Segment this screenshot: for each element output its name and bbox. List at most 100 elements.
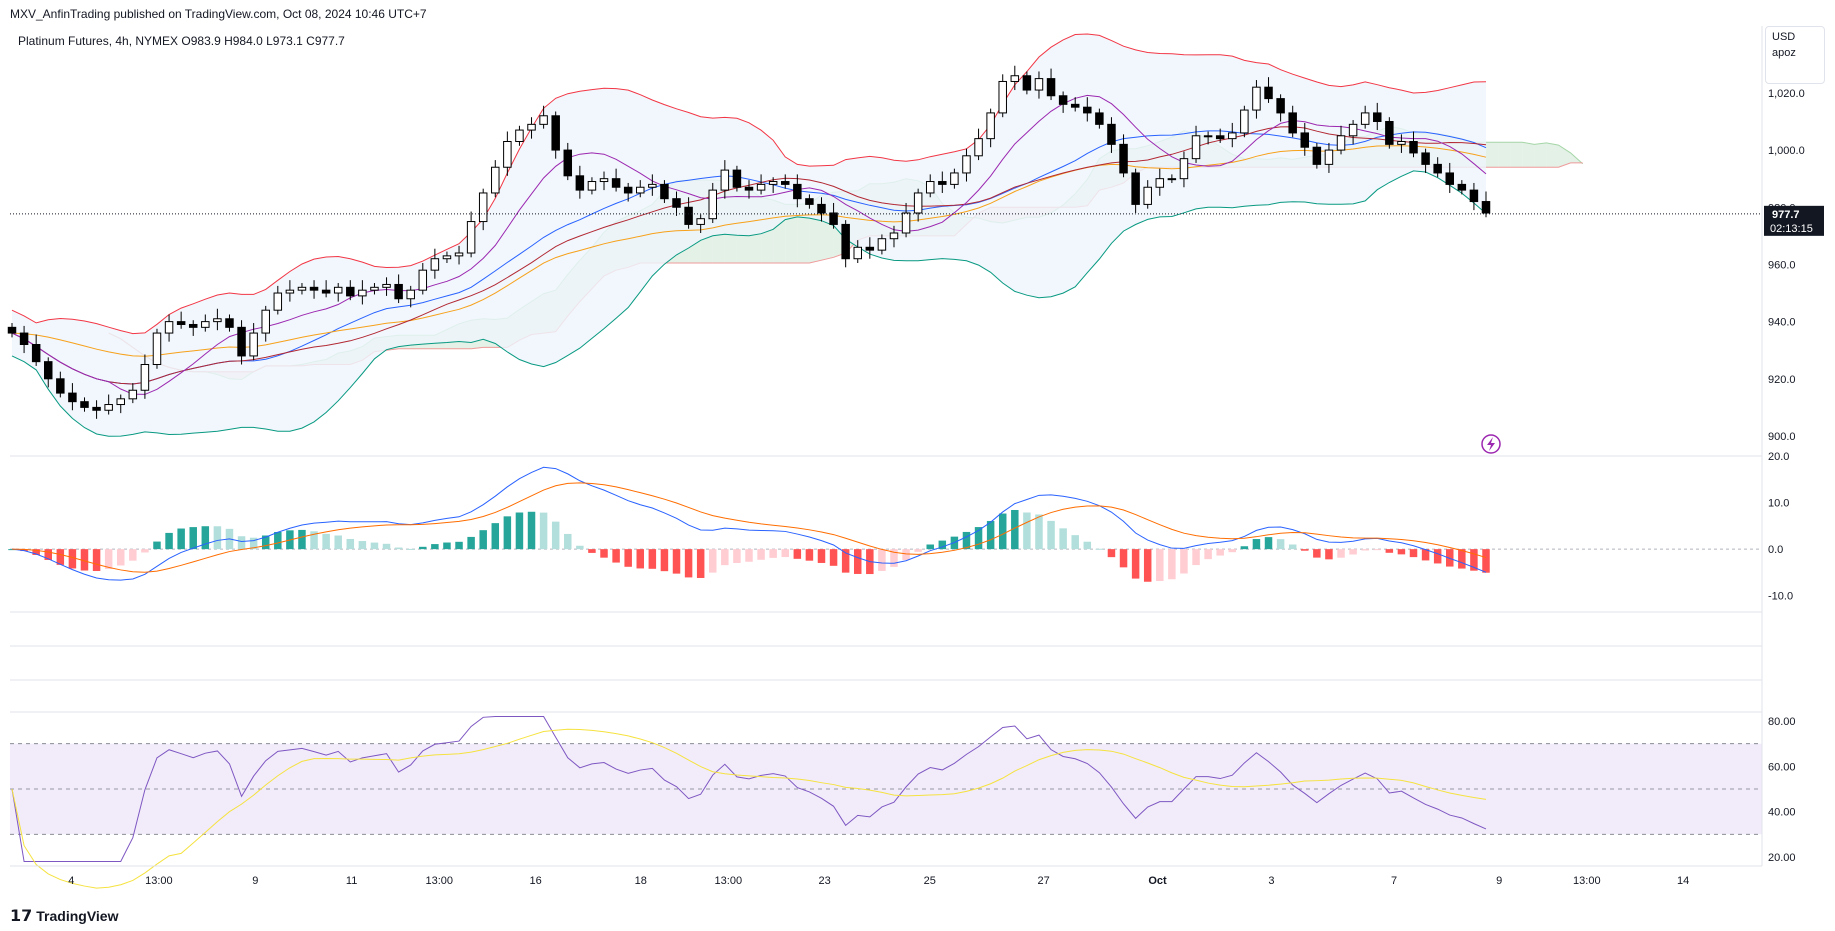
macd-histogram-bar: [1433, 549, 1442, 564]
macd-histogram-bar: [1373, 549, 1382, 551]
candle-body: [128, 389, 138, 400]
macd-histogram-bar: [1143, 549, 1152, 582]
rsi-tick-label: 40.00: [1768, 807, 1796, 819]
macd-histogram-bar: [491, 523, 500, 550]
rsi-tick-label: 20.00: [1768, 852, 1796, 864]
macd-histogram-bar: [769, 549, 777, 558]
candle-body: [901, 212, 911, 234]
macd-histogram-bar: [926, 544, 934, 550]
candle-body: [80, 401, 89, 408]
macd-histogram-bar: [1458, 549, 1466, 569]
candle-body: [188, 323, 198, 328]
macd-histogram-bar: [672, 549, 681, 574]
candle-body: [1312, 146, 1322, 165]
candle-body: [1457, 183, 1467, 191]
macd-histogram-bar: [249, 537, 258, 550]
last-price-tag: [1764, 205, 1824, 236]
candle-body: [599, 178, 609, 183]
rsi-tick-label: 60.00: [1768, 761, 1796, 773]
macd-histogram-bar: [1470, 549, 1478, 571]
candle-body: [1191, 135, 1201, 160]
symbol-legend[interactable]: Platinum Futures, 4h, NYMEX O983.9 H984.…: [18, 34, 345, 48]
candle-body: [696, 218, 705, 225]
macd-histogram-bar: [1035, 514, 1043, 550]
macd-histogram-bar: [394, 547, 403, 550]
macd-pane: [8, 466, 1762, 582]
macd-histogram-bar: [322, 533, 330, 550]
candle-body: [406, 289, 415, 300]
bollinger-lower: [11, 170, 1487, 437]
candle-body: [1252, 86, 1261, 111]
candle-body: [1046, 78, 1056, 97]
last-price-value: 977.7: [1772, 209, 1800, 221]
macd-histogram-bar: [1023, 512, 1031, 550]
macd-histogram-bar: [648, 549, 657, 569]
candle-body: [273, 292, 283, 311]
macd-histogram-bar: [370, 542, 379, 550]
macd-histogram-bar: [467, 536, 475, 550]
bollinger-fill: [12, 34, 1486, 437]
candle-body: [7, 326, 17, 334]
candle-body: [68, 392, 77, 403]
macd-histogram-bar: [165, 532, 173, 550]
macd-histogram-bar: [104, 549, 113, 569]
macd-histogram-bar: [781, 549, 789, 558]
time-tick-label: 27: [1038, 875, 1050, 887]
macd-histogram-bar: [310, 531, 318, 550]
candle-body: [1034, 78, 1044, 91]
candle-body: [539, 115, 548, 125]
candle-body: [515, 129, 524, 143]
macd-histogram-bar: [1276, 539, 1285, 550]
macd-signal-line: [11, 482, 1487, 573]
candle-body: [1215, 135, 1225, 140]
macd-histogram-bar: [80, 549, 89, 571]
macd-histogram-bar: [141, 549, 149, 553]
candle-body: [998, 80, 1007, 114]
candle-body: [672, 198, 681, 208]
macd-histogram-bar: [709, 549, 717, 573]
ichimoku-cloud-segment: [1558, 145, 1571, 168]
macd-histogram-bar: [479, 530, 487, 550]
candle-body: [1119, 143, 1128, 174]
candle-body: [636, 186, 645, 194]
macd-histogram-bar: [902, 549, 910, 561]
time-tick-label: 14: [1677, 875, 1689, 887]
currency-selector[interactable]: USD apoz: [1765, 26, 1825, 84]
tradingview-brand[interactable]: 𝟭𝟳 TradingView: [10, 906, 118, 926]
macd-histogram-bar: [515, 512, 524, 550]
macd-histogram-bar: [636, 549, 645, 569]
candle-body: [974, 138, 983, 157]
time-tick-label: 4: [68, 875, 74, 887]
macd-histogram-bar: [20, 549, 28, 552]
candle-body: [817, 203, 826, 214]
macd-histogram-bar: [443, 542, 451, 550]
candle-body: [1421, 152, 1430, 165]
macd-histogram-bar: [1252, 539, 1261, 550]
macd-histogram-bar: [455, 541, 463, 550]
candle-body: [853, 246, 862, 260]
candle-body: [478, 192, 488, 223]
macd-histogram-bar: [551, 521, 560, 550]
macd-histogram-bar: [1059, 528, 1067, 550]
macd-histogram-bar: [805, 549, 814, 561]
macd-tick-label: 0.0: [1768, 544, 1783, 556]
ichimoku-cloud-segment: [1534, 142, 1547, 168]
candle-body: [1288, 112, 1297, 134]
macd-tick-label: 10.0: [1768, 498, 1789, 510]
macd-histogram-bar: [1047, 520, 1055, 550]
candle-body: [1228, 132, 1237, 140]
macd-histogram-bar: [382, 543, 391, 550]
macd-histogram-bar: [201, 526, 210, 550]
candle-body: [1095, 112, 1104, 125]
macd-histogram-bar: [1192, 549, 1200, 566]
macd-histogram-bar: [1421, 549, 1430, 561]
candle-body: [1070, 103, 1080, 108]
macd-histogram-bar: [1107, 549, 1116, 558]
candle-body: [925, 181, 935, 194]
candle-body: [1203, 135, 1213, 138]
candle-body: [1348, 123, 1358, 137]
macd-histogram-bar: [32, 549, 40, 555]
price-pane: [7, 33, 1762, 454]
macd-histogram-bar: [189, 527, 197, 550]
